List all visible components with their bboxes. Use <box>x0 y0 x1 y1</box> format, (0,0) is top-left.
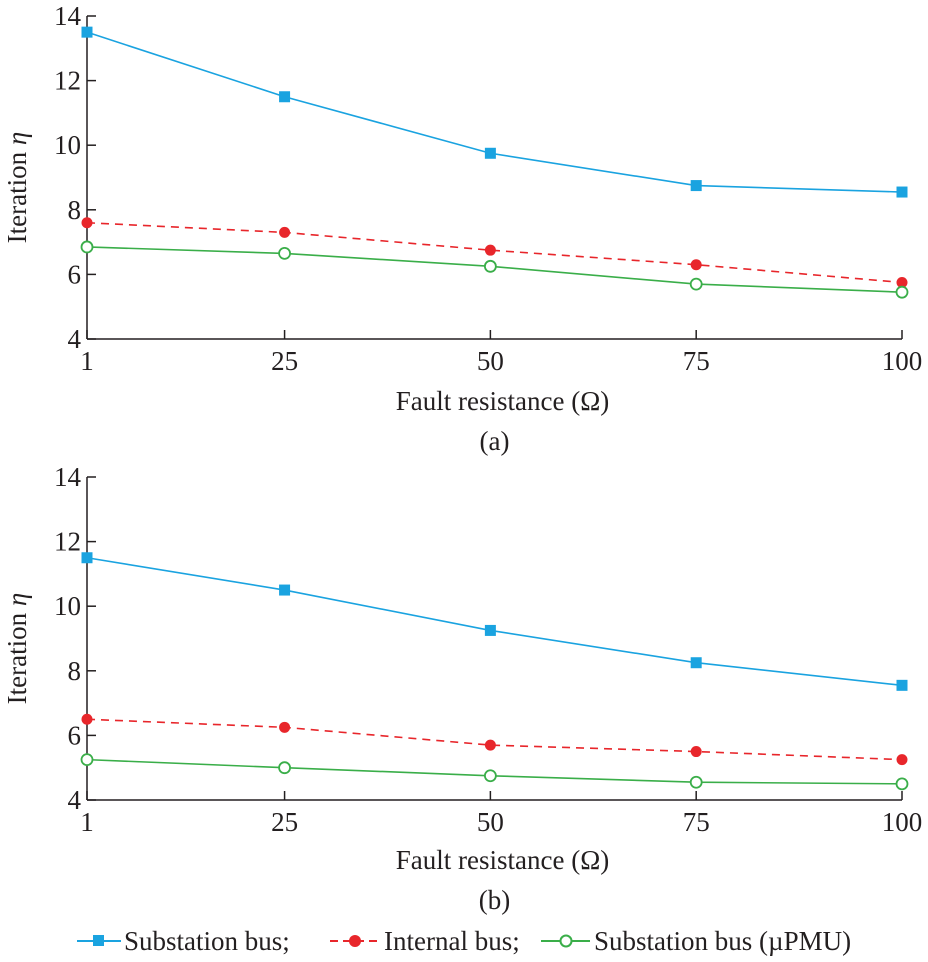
data-point-filled-circle <box>81 713 93 725</box>
data-point-square <box>896 679 908 691</box>
data-point-square <box>81 26 93 38</box>
y-tick-label: 6 <box>68 259 82 289</box>
x-tick-label: 1 <box>80 346 94 376</box>
data-point-open-circle <box>278 761 291 775</box>
chart-panel-b: 4 6 8 10 12 14 1 25 50 75 100 Fault resistance (Ω) I… <box>2 462 922 915</box>
data-point-open-circle <box>483 769 497 783</box>
y-tick-label: 10 <box>54 130 81 160</box>
y-tick-label: 8 <box>68 195 82 225</box>
series-line-0 <box>86 31 903 193</box>
legend-label-substation-bus-upmu: Substation bus (µPMU) <box>594 926 851 956</box>
x-tick-label: 75 <box>683 346 710 376</box>
data-point-filled-circle <box>484 739 496 751</box>
y-tick-label: 12 <box>54 527 81 557</box>
series-line-1 <box>86 221 903 284</box>
y-tick-label: 4 <box>68 785 82 815</box>
data-point-filled-circle <box>279 721 291 733</box>
y-tick-label: 10 <box>54 591 81 621</box>
x-tick-label: 25 <box>271 346 298 376</box>
legend-marker-open-circle <box>559 934 573 948</box>
x-tick-label: 100 <box>882 346 923 376</box>
data-point-filled-circle <box>81 217 93 229</box>
data-point-square <box>690 657 702 669</box>
y-axis-label: Iteration η <box>2 132 32 244</box>
data-point-open-circle <box>80 240 94 254</box>
data-point-square <box>690 180 702 192</box>
legend-marker-square <box>93 935 104 946</box>
legend-label-substation-bus: Substation bus; <box>124 926 290 956</box>
legend-label-internal-bus: Internal bus; <box>384 926 520 956</box>
x-tick-label: 25 <box>271 807 298 837</box>
data-point-square <box>484 147 496 159</box>
data-point-open-circle <box>80 753 94 767</box>
data-point-square <box>81 552 93 564</box>
panel-label: (b) <box>479 885 510 915</box>
y-tick-label: 8 <box>68 656 82 686</box>
chart-panel-a: 4 6 8 10 12 14 1 25 50 75 100 Fault resistance (Ω) I… <box>2 1 922 456</box>
data-point-square <box>279 91 291 103</box>
legend: Substation bus; Internal bus; Substation… <box>77 926 851 956</box>
data-point-square <box>896 186 908 198</box>
series-line-1 <box>86 718 903 761</box>
data-point-square <box>484 624 496 636</box>
y-tick-label: 6 <box>68 720 82 750</box>
data-point-open-circle <box>483 259 497 273</box>
data-point-filled-circle <box>690 746 702 758</box>
x-tick-label: 50 <box>477 346 504 376</box>
legend-marker-filled-circle <box>349 935 361 947</box>
data-point-square <box>279 584 291 596</box>
data-point-open-circle <box>689 277 703 291</box>
series-line-0 <box>86 556 903 687</box>
x-tick-label: 75 <box>683 807 710 837</box>
x-tick-label: 100 <box>882 807 923 837</box>
x-axis-label: Fault resistance (Ω) <box>396 386 610 416</box>
data-point-filled-circle <box>896 754 908 766</box>
y-tick-label: 12 <box>54 66 81 96</box>
y-tick-label: 14 <box>54 1 82 31</box>
y-axis-label: Iteration η <box>2 593 32 705</box>
data-point-filled-circle <box>690 259 702 271</box>
data-point-open-circle <box>895 777 909 791</box>
data-point-filled-circle <box>484 244 496 256</box>
panel-label: (a) <box>480 426 510 456</box>
data-point-open-circle <box>895 285 909 299</box>
data-point-filled-circle <box>279 226 291 238</box>
y-tick-label: 4 <box>68 324 82 354</box>
data-point-open-circle <box>278 247 291 260</box>
x-tick-label: 50 <box>477 807 504 837</box>
y-tick-label: 14 <box>54 462 82 492</box>
x-tick-label: 1 <box>80 807 94 837</box>
data-point-open-circle <box>689 775 703 789</box>
data-point-filled-circle <box>896 276 908 288</box>
x-axis-label: Fault resistance (Ω) <box>396 845 610 875</box>
